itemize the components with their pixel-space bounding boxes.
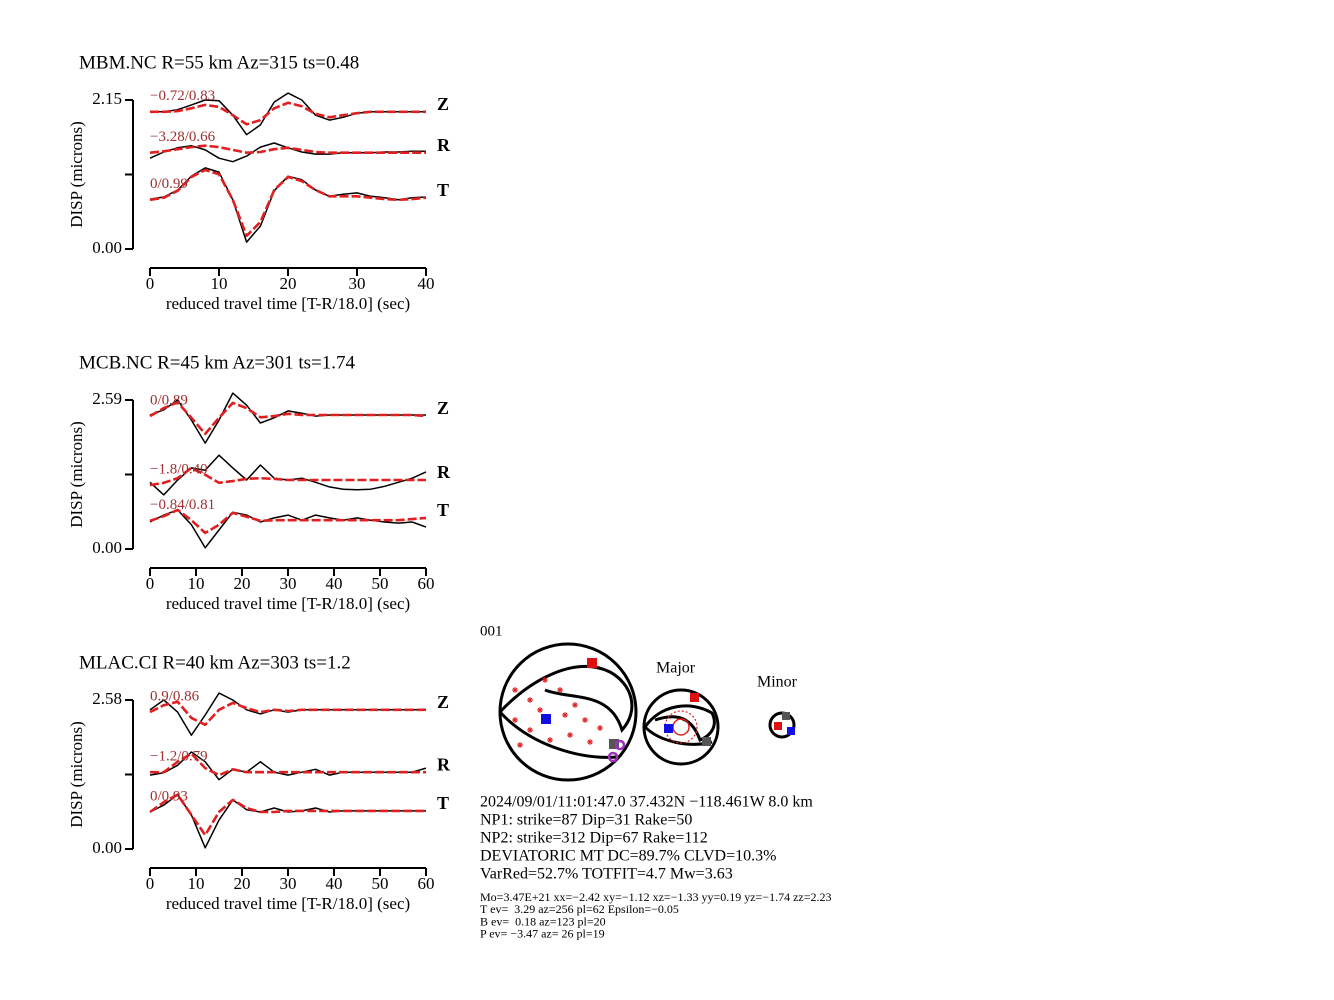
x-tick-label: 30	[280, 874, 297, 893]
x-tick-label: 40	[326, 574, 343, 593]
synthetic-trace	[150, 752, 426, 777]
detail-line: T ev= 3.29 az=256 pl=62 Epsilon=−0.05	[480, 902, 679, 916]
component-label: Z	[437, 692, 449, 712]
y-axis-label: DISP (microns)	[67, 121, 86, 228]
x-tick-label: 0	[146, 874, 155, 893]
component-label: R	[437, 135, 451, 155]
x-tick-label: 40	[418, 274, 435, 293]
summary-line: NP2: strike=312 Dip=67 Rake=112	[480, 830, 708, 847]
amplitude-label: −1.8/0.40	[150, 462, 208, 478]
y-axis-label: DISP (microns)	[67, 721, 86, 828]
amplitude-label: 0.9/0.86	[150, 689, 200, 705]
observed-trace	[149, 167, 427, 243]
detail-line: B ev= 0.18 az=123 pl=20	[480, 914, 606, 928]
x-axis-label: reduced travel time [T-R/18.0] (sec)	[166, 894, 410, 913]
minor-label: Minor	[757, 674, 798, 691]
y-tick-label: 0.00	[92, 238, 122, 257]
beachball-major	[642, 688, 720, 766]
amplitude-label: 0/0.89	[150, 393, 188, 409]
y-tick-label: 2.15	[92, 89, 122, 108]
synthetic-trace	[149, 144, 426, 154]
x-tick-label: 60	[418, 874, 435, 893]
solution-label: 001	[480, 623, 503, 639]
x-tick-label: 50	[372, 874, 389, 893]
y-tick-label: 0.00	[92, 838, 122, 857]
component-label: T	[437, 180, 449, 200]
y-tick-label: 2.58	[92, 689, 122, 708]
x-tick-label: 10	[188, 574, 205, 593]
amplitude-label: −0.84/0.81	[150, 497, 215, 513]
y-tick-label: 0.00	[92, 538, 122, 557]
amplitude-label: −0.72/0.83	[150, 88, 215, 104]
x-tick-label: 0	[146, 574, 155, 593]
x-axis-label: reduced travel time [T-R/18.0] (sec)	[166, 594, 410, 613]
chart-title: MCB.NC R=45 km Az=301 ts=1.74	[79, 352, 356, 373]
x-tick-label: 10	[188, 874, 205, 893]
component-label: T	[437, 500, 449, 520]
y-axis-label: DISP (microns)	[67, 421, 86, 528]
x-tick-label: 0	[146, 274, 155, 293]
detail-line: Mo=3.47E+21 xx=−2.42 xy=−1.12 xz=−1.33 y…	[480, 890, 832, 904]
amplitude-label: 0/0.99	[150, 176, 188, 192]
major-label: Major	[656, 660, 696, 677]
summary-line: 2024/09/01/11:01:47.0 37.432N −118.461W …	[480, 794, 813, 811]
component-label: R	[437, 754, 451, 774]
observed-trace	[149, 509, 427, 549]
x-tick-label: 40	[326, 874, 343, 893]
component-label: T	[437, 793, 449, 813]
x-tick-label: 20	[234, 574, 251, 593]
synthetic-trace	[150, 101, 426, 126]
synthetic-trace	[149, 401, 427, 436]
beachball-main	[498, 642, 638, 782]
summary-line: NP1: strike=87 Dip=31 Rake=50	[480, 812, 692, 829]
component-label: Z	[437, 94, 449, 114]
synthetic-trace	[149, 700, 426, 727]
amplitude-label: −1.2/0.79	[150, 749, 208, 765]
chart-title: MBM.NC R=55 km Az=315 ts=0.48	[79, 52, 359, 73]
x-tick-label: 50	[372, 574, 389, 593]
synthetic-trace	[149, 793, 426, 837]
x-tick-label: 20	[280, 274, 297, 293]
beachball-minor	[768, 711, 796, 739]
synthetic-trace	[149, 168, 427, 238]
detail-line: P ev= −3.47 az= 26 pl=19	[480, 927, 605, 941]
x-tick-label: 60	[418, 574, 435, 593]
component-label: R	[437, 462, 451, 482]
amplitude-label: 0/0.93	[150, 788, 188, 804]
x-tick-label: 30	[280, 574, 297, 593]
component-label: Z	[437, 398, 449, 418]
summary-line: VarRed=52.7% TOTFIT=4.7 Mw=3.63	[480, 866, 733, 883]
observed-trace	[149, 793, 426, 849]
y-tick-label: 2.59	[92, 389, 122, 408]
summary-line: DEVIATORIC MT DC=89.7% CLVD=10.3%	[480, 848, 776, 865]
amplitude-label: −3.28/0.66	[150, 129, 216, 145]
chart-title: MLAC.CI R=40 km Az=303 ts=1.2	[79, 652, 351, 673]
synthetic-trace	[149, 466, 426, 487]
synthetic-trace	[149, 508, 427, 535]
x-tick-label: 10	[211, 274, 228, 293]
x-tick-label: 30	[349, 274, 366, 293]
x-axis-label: reduced travel time [T-R/18.0] (sec)	[166, 294, 410, 313]
x-tick-label: 20	[234, 874, 251, 893]
